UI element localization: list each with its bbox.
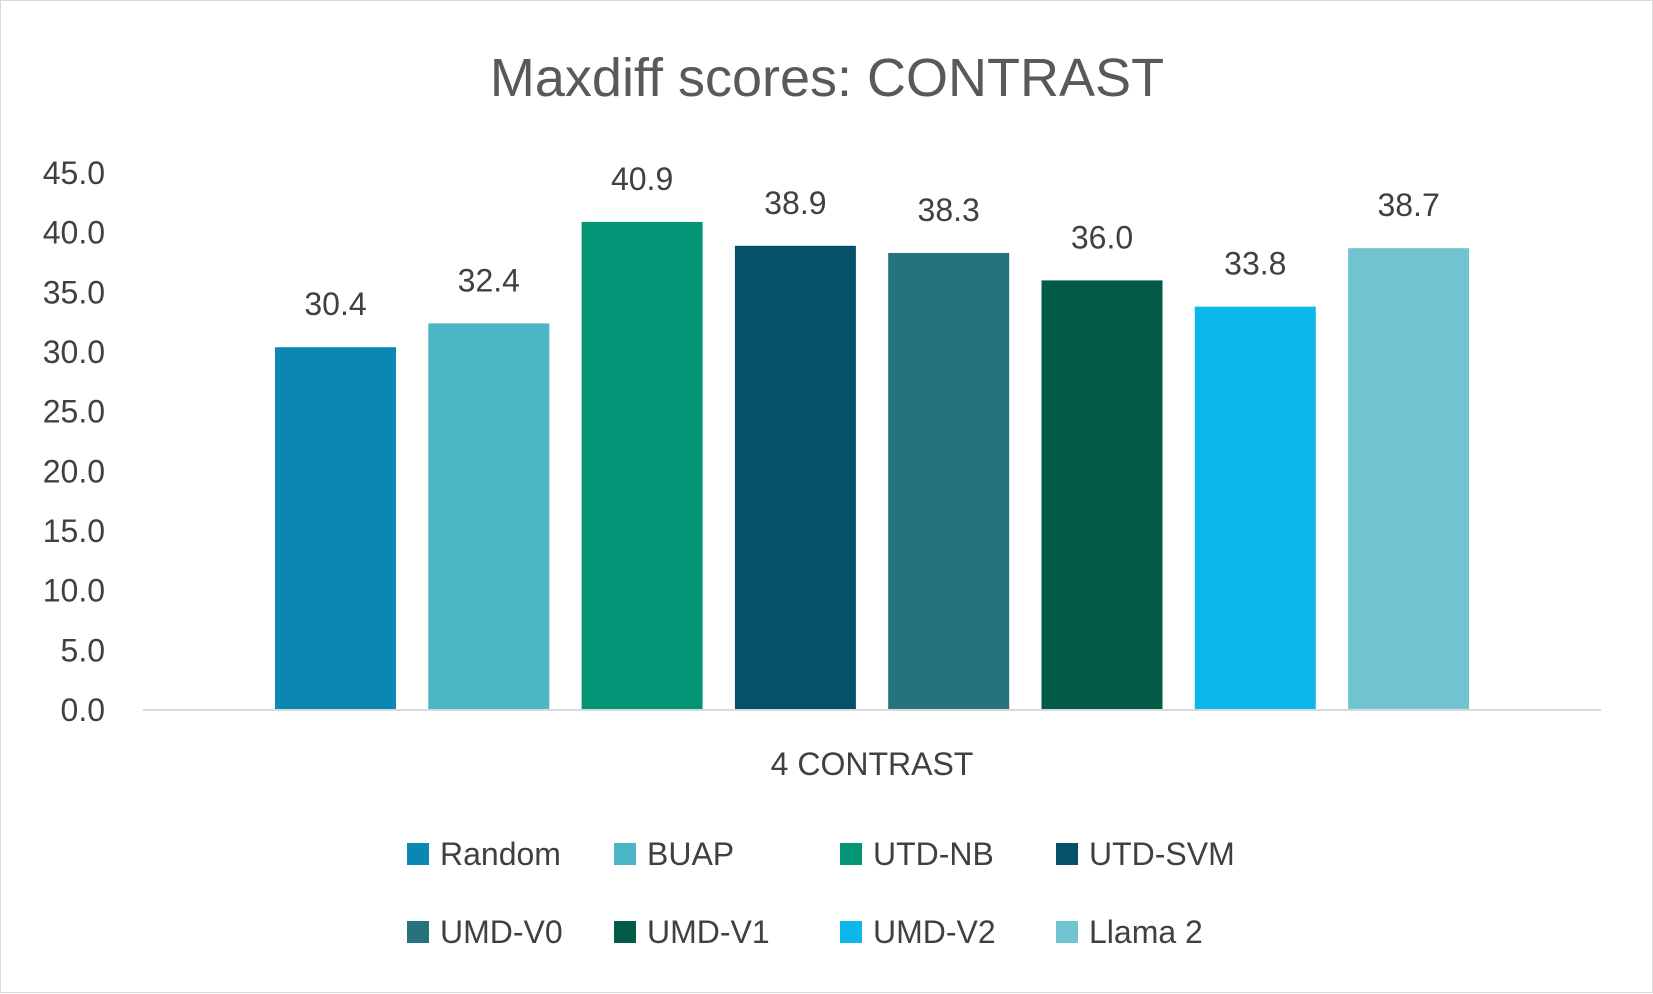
y-axis: 0.0 5.0 10.0 15.0 20.0 25.0 30.0 35.0 40.0 45.0: [43, 155, 105, 728]
category-label: 4 CONTRAST: [771, 746, 974, 782]
legend-item-buap: BUAP: [614, 836, 734, 872]
bar-utd-nb: [581, 221, 703, 710]
legend-swatch: [840, 921, 862, 943]
bar-llama-2: [1348, 248, 1470, 710]
legend-swatch: [407, 843, 429, 865]
y-tick-label: 40.0: [43, 215, 105, 251]
y-tick-label: 5.0: [61, 632, 105, 668]
bar-umd-v0: [888, 252, 1010, 710]
legend-label: UMD-V2: [873, 914, 996, 950]
y-tick-label: 25.0: [43, 394, 105, 430]
bars: [275, 221, 1470, 710]
legend-label: Random: [440, 836, 561, 872]
data-label: 36.0: [1071, 219, 1133, 255]
data-labels: 30.4 32.4 40.9 38.9 38.3 36.0 33.8 38.7: [304, 161, 1439, 322]
data-label: 38.3: [918, 192, 980, 228]
y-tick-label: 10.0: [43, 573, 105, 609]
legend-label: UMD-V1: [647, 914, 770, 950]
legend-item-llama-2: Llama 2: [1056, 914, 1203, 950]
legend-label: Llama 2: [1089, 914, 1203, 950]
y-tick-label: 45.0: [43, 155, 105, 191]
bar-random: [275, 347, 396, 710]
legend: Random BUAP UTD-NB UTD-SVM UMD-V0 UMD-V1 UMD-V…: [407, 836, 1235, 950]
legend-item-utd-nb: UTD-NB: [840, 836, 994, 872]
legend-item-random: Random: [407, 836, 561, 872]
legend-label: UTD-SVM: [1089, 836, 1235, 872]
data-label: 40.9: [611, 161, 673, 197]
legend-swatch: [614, 843, 636, 865]
data-label: 38.9: [764, 185, 826, 221]
chart-title: Maxdiff scores: CONTRAST: [490, 48, 1164, 108]
bar-umd-v1: [1041, 280, 1163, 710]
bar-utd-svm: [734, 245, 856, 710]
y-tick-label: 20.0: [43, 453, 105, 489]
data-label: 38.7: [1377, 187, 1439, 223]
legend-swatch: [407, 921, 429, 943]
data-label: 30.4: [304, 286, 366, 322]
y-tick-label: 0.0: [61, 692, 105, 728]
legend-label: UMD-V0: [440, 914, 563, 950]
legend-swatch: [840, 843, 862, 865]
legend-item-umd-v1: UMD-V1: [614, 914, 770, 950]
legend-label: BUAP: [647, 836, 734, 872]
bar-umd-v2: [1194, 306, 1316, 710]
y-tick-label: 35.0: [43, 274, 105, 310]
legend-item-umd-v0: UMD-V0: [407, 914, 563, 950]
y-tick-label: 15.0: [43, 513, 105, 549]
legend-item-umd-v2: UMD-V2: [840, 914, 996, 950]
data-label: 33.8: [1224, 246, 1286, 282]
legend-item-utd-svm: UTD-SVM: [1056, 836, 1235, 872]
bar-buap: [428, 323, 550, 710]
legend-swatch: [1056, 843, 1078, 865]
data-label: 32.4: [458, 262, 520, 298]
legend-label: UTD-NB: [873, 836, 994, 872]
legend-swatch: [1056, 921, 1078, 943]
legend-swatch: [614, 921, 636, 943]
y-tick-label: 30.0: [43, 334, 105, 370]
